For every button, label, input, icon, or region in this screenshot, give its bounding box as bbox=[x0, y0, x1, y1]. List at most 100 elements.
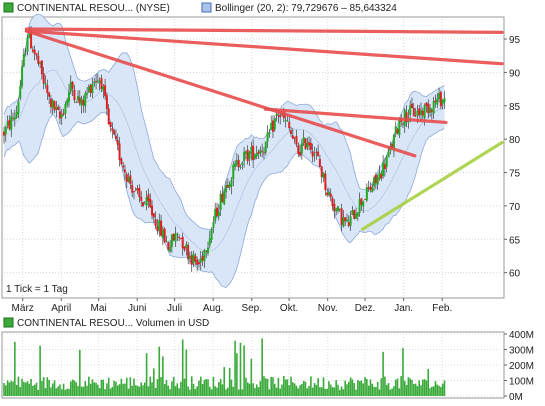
candle-body bbox=[358, 199, 361, 213]
volume-bar bbox=[116, 385, 119, 396]
volume-bar bbox=[338, 389, 341, 396]
candle-body bbox=[210, 228, 213, 240]
volume-bar bbox=[218, 382, 220, 396]
trend-line bbox=[24, 29, 417, 158]
volume-bar bbox=[443, 380, 446, 396]
volume-bar bbox=[292, 382, 294, 396]
volume-bar bbox=[89, 383, 92, 396]
volume-bar bbox=[227, 387, 229, 396]
candle-body bbox=[21, 66, 24, 87]
volume-bar bbox=[329, 384, 332, 396]
volume-bar bbox=[416, 386, 419, 396]
volume-bar bbox=[252, 383, 254, 396]
candle-body bbox=[248, 152, 251, 160]
volume-bar bbox=[411, 379, 413, 396]
tick-note: 1 Tick = 1 Tag bbox=[6, 284, 68, 295]
volume-bar bbox=[55, 388, 58, 396]
candle-body bbox=[125, 174, 128, 182]
volume-bar bbox=[60, 389, 63, 396]
volume-bar bbox=[181, 339, 184, 396]
volume-bar bbox=[44, 388, 47, 396]
trend-lines bbox=[24, 27, 504, 231]
volume-bar bbox=[80, 386, 83, 396]
price-y-tick-label: 60 bbox=[509, 269, 521, 280]
candle-body bbox=[208, 238, 211, 246]
volume-y-axis: 0M 100M 200M 300M 400M bbox=[504, 330, 534, 403]
volume-bar bbox=[46, 377, 49, 396]
x-tick-label: Feb. bbox=[432, 303, 452, 314]
volume-bar bbox=[438, 385, 440, 396]
candle-body bbox=[255, 152, 258, 157]
candle-body bbox=[304, 138, 307, 149]
volume-bar bbox=[425, 380, 428, 396]
volume-bar bbox=[82, 386, 85, 396]
candle-body bbox=[181, 236, 184, 249]
volume-bar bbox=[57, 386, 59, 396]
volume-bar bbox=[427, 369, 430, 396]
volume-bar bbox=[17, 376, 20, 396]
candle-body bbox=[143, 203, 146, 205]
volume-bar bbox=[23, 381, 25, 396]
candle-body bbox=[66, 99, 69, 105]
volume-bar bbox=[6, 380, 9, 396]
volume-bar bbox=[91, 379, 94, 396]
volume-bar bbox=[187, 386, 189, 396]
candle-body bbox=[188, 255, 191, 259]
candle-body bbox=[194, 255, 197, 262]
candle-body bbox=[270, 123, 273, 130]
candle-body bbox=[315, 152, 318, 153]
candle-body bbox=[320, 166, 323, 177]
volume-bar bbox=[328, 381, 330, 396]
volume-bar bbox=[172, 376, 175, 396]
volume-bar bbox=[39, 345, 41, 396]
volume-bar bbox=[375, 387, 377, 396]
candle-body bbox=[197, 262, 200, 265]
x-tick-label: Aug. bbox=[203, 303, 224, 314]
volume-bar bbox=[405, 384, 408, 396]
candle-body bbox=[55, 107, 58, 110]
volume-bar bbox=[432, 386, 435, 396]
volume-bar bbox=[194, 388, 197, 396]
volume-bar bbox=[423, 379, 426, 396]
candle-body bbox=[179, 238, 182, 240]
volume-bar bbox=[239, 342, 242, 396]
volume-bar bbox=[268, 389, 271, 396]
volume-bar bbox=[104, 389, 106, 396]
candle-body bbox=[268, 132, 271, 135]
trend-line bbox=[263, 107, 448, 125]
trend-line bbox=[24, 29, 504, 66]
volume-bar bbox=[355, 389, 357, 396]
candle-body bbox=[230, 179, 233, 187]
volume-bar bbox=[387, 383, 390, 396]
x-tick-label: Dez. bbox=[355, 303, 376, 314]
volume-bar bbox=[124, 383, 126, 396]
volume-bar bbox=[183, 378, 186, 396]
candle-body bbox=[288, 121, 291, 129]
candle-body bbox=[31, 49, 34, 52]
volume-bar bbox=[154, 388, 157, 396]
volume-bar bbox=[407, 377, 410, 396]
volume-bar bbox=[414, 383, 417, 396]
candle-body bbox=[293, 137, 296, 139]
volume-bar bbox=[107, 377, 110, 396]
volume-bar bbox=[279, 388, 282, 396]
candle-body bbox=[78, 97, 81, 104]
volume-bar bbox=[313, 383, 316, 396]
candle-body bbox=[114, 135, 117, 139]
candle-body bbox=[6, 121, 9, 126]
trend-line bbox=[24, 27, 504, 34]
candle-body bbox=[26, 37, 29, 53]
candle-body bbox=[163, 228, 166, 243]
candle-body bbox=[71, 81, 74, 89]
candle-body bbox=[262, 152, 265, 154]
volume-bar bbox=[223, 367, 226, 396]
volume-bar bbox=[275, 387, 278, 396]
candle-body bbox=[362, 201, 365, 207]
candle-body bbox=[178, 236, 181, 238]
volume-bar bbox=[129, 377, 132, 396]
candle-body bbox=[132, 191, 135, 193]
candle-body bbox=[226, 185, 229, 188]
volume-bar bbox=[71, 379, 74, 396]
volume-bar bbox=[241, 389, 244, 396]
price-y-tick-label: 80 bbox=[509, 135, 521, 146]
